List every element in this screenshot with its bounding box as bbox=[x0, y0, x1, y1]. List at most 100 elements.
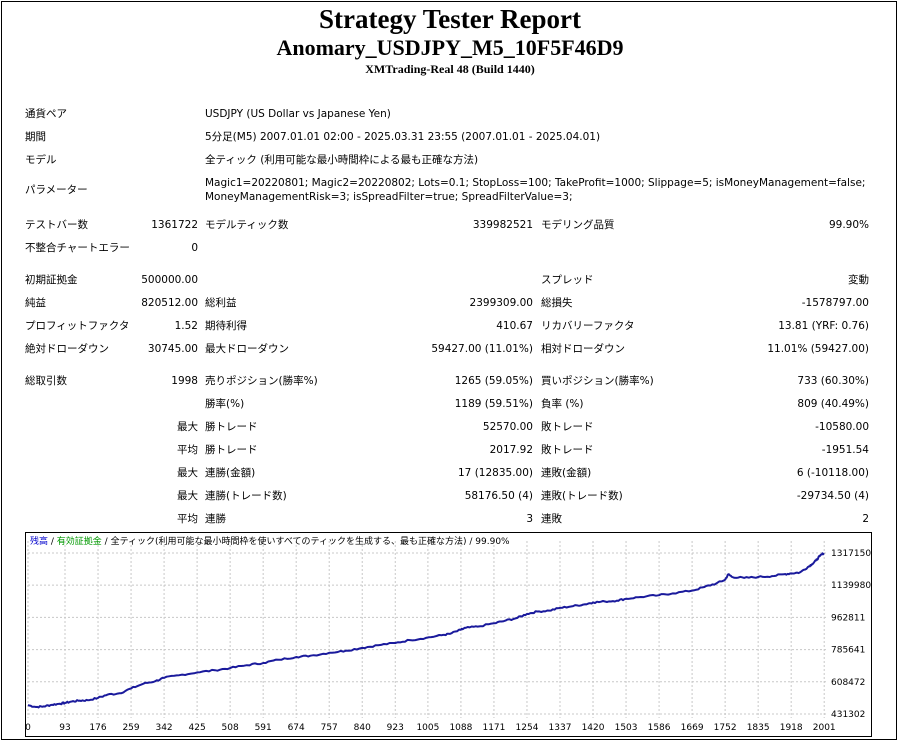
x-tick-label: 1088 bbox=[449, 723, 472, 733]
report-title: Strategy Tester Report bbox=[319, 4, 581, 34]
reldd-label: 相対ドローダウン bbox=[541, 343, 625, 355]
y-tick-label: 785641 bbox=[831, 646, 865, 656]
maxdd-label: 最大ドローダウン bbox=[205, 343, 289, 355]
chart-legend: 残高 / 有効証拠金 / 全ティック(利用可能な最小時間枠を使いすべてのティック… bbox=[30, 536, 510, 548]
bars-value: 1361722 bbox=[151, 219, 198, 231]
x-tick-label: 176 bbox=[89, 723, 106, 733]
x-tick-label: 757 bbox=[321, 723, 338, 733]
avg-label-1: 平均 bbox=[177, 444, 198, 456]
x-tick-label: 1835 bbox=[747, 723, 770, 733]
x-tick-label: 259 bbox=[122, 723, 139, 733]
x-tick-label: 1918 bbox=[780, 723, 803, 733]
period-label: 期間 bbox=[25, 131, 46, 143]
winrate-label: 勝率(%) bbox=[205, 398, 245, 410]
model-label: モデル bbox=[25, 154, 57, 166]
avg-label-2: 平均 bbox=[177, 513, 198, 525]
bars-label: テストバー数 bbox=[25, 219, 88, 231]
y-tick-label: 962811 bbox=[831, 613, 865, 623]
avg-win-value: 2017.92 bbox=[489, 444, 533, 456]
cons-loss-value: -29734.50 (4) bbox=[796, 490, 869, 502]
largest-loss-value: -10580.00 bbox=[815, 421, 869, 433]
deposit-value: 500000.00 bbox=[141, 274, 198, 286]
y-tick-label: 1317150 bbox=[831, 549, 871, 559]
legend-balance: 残高 bbox=[30, 537, 49, 547]
ea-name: Anomary_USDJPY_M5_10F5F46D9 bbox=[276, 35, 624, 60]
spread-value: 変動 bbox=[848, 274, 869, 286]
x-tick-label: 1503 bbox=[615, 723, 638, 733]
avg-loss-value: -1951.54 bbox=[821, 444, 869, 456]
ticks-value: 339982521 bbox=[472, 219, 533, 231]
x-tick-label: 342 bbox=[155, 723, 172, 733]
cons-loss-money-value: 6 (-10118.00) bbox=[796, 467, 869, 479]
symbol-label: 通貨ペア bbox=[25, 108, 67, 120]
avg-cons-wins-value: 3 bbox=[526, 513, 533, 525]
largest-win-label: 勝トレード bbox=[205, 421, 258, 433]
x-axis-labels: 0 93 176 259 342 425 508 591 674 757 840 923 1005 108… bbox=[25, 723, 836, 733]
x-tick-label: 1005 bbox=[416, 723, 439, 733]
ticks-label: モデルティック数 bbox=[205, 219, 289, 231]
balance-chart: 1317150 1139980 962811 785641 608472 431302 0… bbox=[25, 532, 872, 737]
cons-loss-label: 連敗(トレード数) bbox=[541, 490, 623, 502]
recovery-label: リカバリーファクタ bbox=[541, 320, 635, 332]
avg-cons-wins-label: 連勝 bbox=[205, 513, 226, 525]
legend-sep-1: / bbox=[48, 537, 57, 547]
reldd-value: 11.01% (59427.00) bbox=[767, 343, 869, 355]
x-tick-label: 1337 bbox=[549, 723, 572, 733]
params-label: パラメーター bbox=[25, 184, 88, 196]
x-tick-label: 1254 bbox=[516, 723, 539, 733]
model-value: 全ティック (利用可能な最小時間枠による最も正確な方法) bbox=[205, 154, 479, 166]
trades-value: 1998 bbox=[171, 375, 198, 387]
netprofit-label: 純益 bbox=[25, 297, 46, 309]
cons-profit-value: 58176.50 (4) bbox=[464, 490, 533, 502]
max-label-3: 最大 bbox=[177, 490, 198, 502]
x-tick-label: 0 bbox=[25, 723, 31, 733]
avg-cons-loss-value: 2 bbox=[862, 513, 869, 525]
absdd-value: 30745.00 bbox=[147, 343, 198, 355]
x-tick-label: 1752 bbox=[714, 723, 737, 733]
legend-model: 全ティック(利用可能な最小時間枠を使いすべてのティックを生成する、最も正確な方法… bbox=[110, 537, 467, 547]
x-tick-label: 1171 bbox=[482, 723, 505, 733]
x-tick-label: 1586 bbox=[648, 723, 671, 733]
payoff-label: 期待利得 bbox=[205, 320, 247, 332]
y-tick-label: 431302 bbox=[831, 710, 865, 720]
spread-label: スプレッド bbox=[541, 274, 594, 286]
chart-grid bbox=[27, 541, 828, 718]
x-tick-label: 840 bbox=[354, 723, 371, 733]
period-value: 5分足(M5) 2007.01.01 02:00 - 2025.03.31 23… bbox=[205, 131, 601, 143]
lossrate-value: 809 (40.49%) bbox=[797, 398, 869, 410]
winrate-value: 1189 (59.51%) bbox=[454, 398, 533, 410]
max-label-1: 最大 bbox=[177, 421, 198, 433]
x-tick-label: 591 bbox=[255, 723, 272, 733]
quality-label: モデリング品質 bbox=[541, 219, 615, 231]
grossprofit-value: 2399309.00 bbox=[469, 297, 533, 309]
avg-win-label: 勝トレード bbox=[205, 444, 258, 456]
max-label-2: 最大 bbox=[177, 467, 198, 479]
cons-wins-money-value: 17 (12835.00) bbox=[458, 467, 533, 479]
legend-equity: 有効証拠金 bbox=[56, 537, 102, 547]
short-value: 1265 (59.05%) bbox=[454, 375, 533, 387]
lossrate-label: 負率 (%) bbox=[541, 398, 584, 410]
x-tick-label: 93 bbox=[59, 723, 70, 733]
short-label: 売りポジション(勝率%) bbox=[205, 375, 318, 387]
largest-loss-label: 敗トレード bbox=[541, 421, 594, 433]
trades-label: 総取引数 bbox=[25, 375, 67, 387]
x-tick-label: 425 bbox=[189, 723, 206, 733]
x-tick-label: 1669 bbox=[681, 723, 704, 733]
balance-series-line bbox=[27, 552, 825, 709]
deposit-label: 初期証拠金 bbox=[25, 274, 78, 286]
pf-label: プロフィットファクタ bbox=[25, 320, 130, 332]
legend-quality: / 99.90% bbox=[466, 537, 510, 547]
maxdd-value: 59427.00 (11.01%) bbox=[431, 343, 533, 355]
avg-cons-loss-label: 連敗 bbox=[541, 513, 562, 525]
y-tick-label: 608472 bbox=[831, 678, 865, 688]
cons-loss-money-label: 連敗(金額) bbox=[541, 467, 592, 479]
params-line-2: MoneyManagementRisk=3; isSpreadFilter=tr… bbox=[205, 191, 573, 203]
chart-series bbox=[27, 552, 825, 709]
x-tick-label: 1420 bbox=[582, 723, 605, 733]
grossloss-label: 総損失 bbox=[541, 297, 573, 309]
x-tick-label: 674 bbox=[288, 723, 305, 733]
symbol-value: USDJPY (US Dollar vs Japanese Yen) bbox=[205, 108, 391, 120]
cons-profit-label: 連勝(トレード数) bbox=[205, 490, 287, 502]
x-tick-label: 2001 bbox=[813, 723, 836, 733]
netprofit-value: 820512.00 bbox=[141, 297, 198, 309]
